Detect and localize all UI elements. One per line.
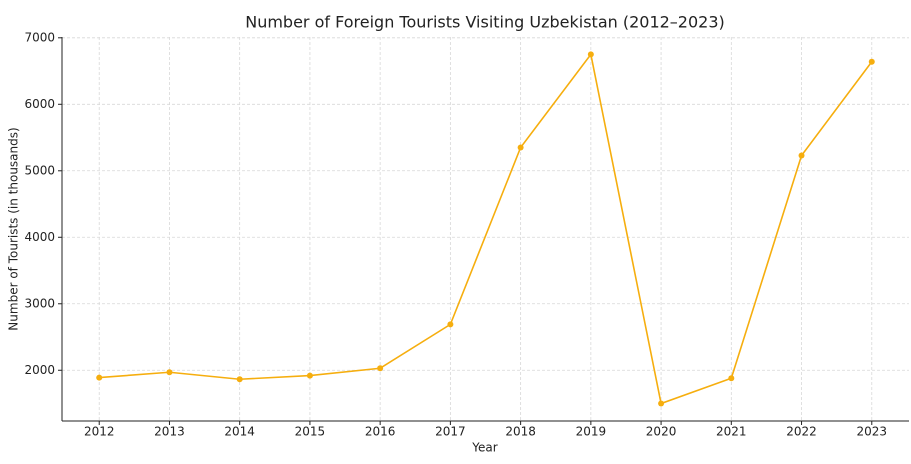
point [236, 376, 243, 383]
point [517, 144, 524, 151]
x-tick-label: 2012 [84, 425, 115, 439]
y-tick-label: 7000 [24, 30, 55, 44]
x-tick-label: 2021 [716, 425, 747, 439]
point [798, 152, 805, 159]
y-axis-label: Number of Tourists (in thousands) [7, 127, 21, 330]
x-tick-label: 2014 [224, 425, 255, 439]
x-tick-label: 2023 [857, 425, 888, 439]
x-tick-label: 2022 [786, 425, 817, 439]
point [868, 58, 875, 65]
y-tick-label: 3000 [24, 296, 55, 310]
x-tick-label: 2016 [365, 425, 396, 439]
point [306, 372, 313, 379]
line [99, 52, 873, 405]
point [447, 321, 454, 328]
y-tick-label: 5000 [24, 163, 55, 177]
y-tick-label: 2000 [24, 363, 55, 377]
x-tick-label: 2015 [295, 425, 326, 439]
x-axis-label: Year [471, 441, 497, 455]
y-tick-label: 6000 [24, 97, 55, 111]
point [728, 375, 735, 382]
x-tick-label: 2020 [646, 425, 677, 439]
point [96, 374, 103, 381]
x-tick-label: 2017 [435, 425, 466, 439]
y-tick-label: 4000 [24, 230, 55, 244]
point [658, 400, 665, 407]
x-tick-label: 2019 [576, 425, 607, 439]
chart-title: Number of Foreign Tourists Visiting Uzbe… [245, 13, 725, 32]
point [587, 51, 594, 58]
x-tick-label: 2018 [505, 425, 536, 439]
point [377, 365, 384, 372]
x-tick-label: 2013 [154, 425, 185, 439]
point [166, 369, 173, 376]
